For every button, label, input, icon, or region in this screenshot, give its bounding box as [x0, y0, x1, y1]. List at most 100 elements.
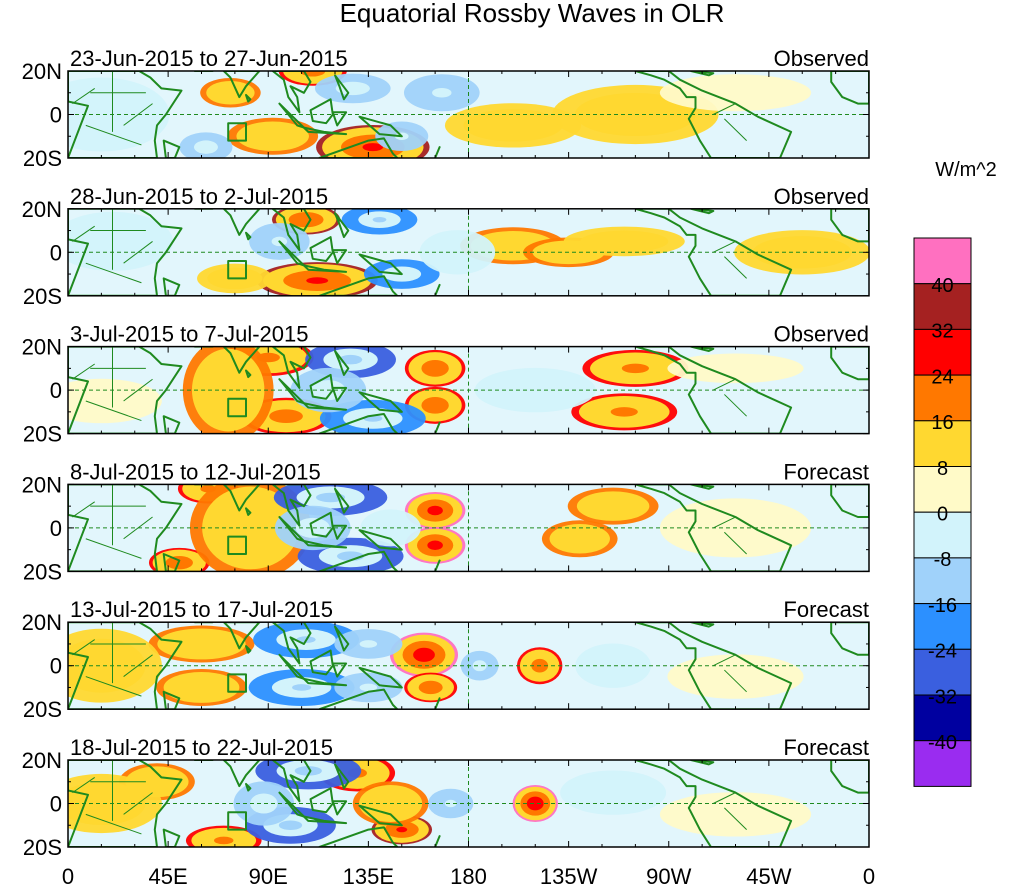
panel-period: 8-Jul-2015 to 12-Jul-2015	[70, 459, 321, 484]
longitude-tick-label: 0	[863, 864, 875, 889]
coastline	[334, 74, 350, 101]
coastline	[162, 415, 181, 434]
colorbar-label: 8	[937, 458, 948, 480]
coastline	[358, 804, 403, 827]
coastline	[245, 369, 252, 379]
latitude-label: 20N	[22, 748, 62, 773]
latitude-label: 20S	[23, 697, 62, 722]
coastline	[830, 622, 869, 656]
panel-status: Forecast	[783, 735, 869, 760]
chart-title: Equatorial Rossby Waves in OLR	[340, 0, 725, 28]
panel-status: Observed	[774, 184, 869, 209]
coastline	[358, 391, 403, 413]
anomaly-contour	[359, 683, 378, 692]
latitude-label: 0	[50, 516, 62, 541]
country-border	[72, 639, 95, 656]
coastline	[245, 507, 252, 516]
latitude-label: 20N	[22, 197, 62, 222]
coastline	[318, 550, 399, 572]
colorbar-label: -32	[928, 686, 957, 708]
country-border	[724, 118, 747, 141]
coastline	[271, 208, 312, 252]
country-border	[724, 394, 747, 417]
coastline	[162, 553, 181, 572]
anomaly-contour	[362, 143, 384, 152]
coastline	[245, 93, 252, 103]
latitude-label: 20S	[23, 559, 62, 584]
coastline	[309, 236, 334, 262]
panel-period: 13-Jul-2015 to 17-Jul-2015	[70, 597, 333, 622]
colorbar-label: 16	[931, 412, 953, 434]
anomaly-contour	[206, 80, 255, 105]
anomaly-contour	[472, 660, 487, 672]
colorbar-swatch	[913, 374, 972, 422]
anomaly-field	[68, 71, 812, 158]
coastlines	[68, 622, 869, 710]
latitude-label: 20S	[23, 422, 62, 447]
longitude-tick-label: 180	[450, 864, 487, 889]
coastline	[162, 139, 181, 158]
colorbar-label: 0	[937, 504, 948, 526]
coastlines	[68, 71, 869, 158]
coastline	[68, 346, 183, 434]
colorbar-swatch	[913, 237, 972, 285]
map-panel: 20N 0 20S 13-Jul-2015 to 17-Jul-2015 Forecas…	[22, 597, 870, 722]
anomaly-contour	[463, 109, 563, 142]
country-border	[85, 124, 142, 146]
anomaly-contour	[427, 540, 443, 551]
anomaly-contour	[444, 799, 457, 808]
coastline	[245, 782, 252, 792]
coastline	[302, 540, 348, 549]
coastline	[634, 760, 793, 847]
colorbar-units: W/m^2	[935, 159, 997, 181]
lake-outline	[227, 122, 247, 142]
longitude-tick-label: 45W	[746, 864, 791, 889]
panel-status: Forecast	[783, 459, 869, 484]
country-border	[724, 256, 747, 279]
coastline	[634, 622, 793, 710]
anomaly-contour	[413, 647, 435, 662]
coastline	[271, 346, 312, 389]
coastline	[318, 688, 399, 710]
country-border	[713, 378, 736, 391]
coastline	[162, 828, 181, 847]
coastlines	[68, 760, 869, 847]
panel-period: 23-Jun-2015 to 27-Jun-2015	[70, 46, 348, 71]
anomaly-contour	[418, 680, 443, 695]
coastline	[68, 760, 183, 847]
panel-status: Observed	[774, 322, 869, 347]
coastline	[271, 622, 312, 665]
colorbar-swatch	[913, 283, 972, 330]
latitude-label: 20S	[23, 146, 62, 171]
latitude-label: 0	[50, 378, 62, 403]
map-panel: 20N 0 20S 3-Jul-2015 to 7-Jul-2015 Observed	[22, 322, 870, 447]
coastline	[271, 760, 312, 803]
anomaly-contour	[427, 505, 443, 516]
anomaly-contour	[338, 354, 363, 365]
coastline	[434, 559, 441, 572]
latitude-label: 20N	[22, 59, 62, 84]
country-border	[85, 676, 142, 697]
coastline	[830, 760, 869, 794]
anomaly-contour	[432, 88, 452, 98]
lake-outline	[227, 397, 247, 418]
country-border	[713, 792, 736, 804]
colorbar-swatch	[913, 694, 972, 742]
anomaly-field	[68, 208, 869, 296]
coastline	[222, 208, 261, 236]
anomaly-contour	[306, 277, 329, 284]
coastline	[830, 346, 869, 381]
country-border	[85, 813, 142, 835]
coastline	[334, 763, 350, 790]
anomaly-contour	[294, 766, 322, 776]
coastline	[331, 662, 348, 678]
panel-period: 18-Jul-2015 to 22-Jul-2015	[70, 735, 333, 760]
country-border	[713, 240, 736, 253]
anomaly-contour	[659, 74, 812, 112]
longitude-axis: 0 45E 90E 135E 180 135W 90W 45W 0	[62, 864, 875, 889]
coastline	[331, 524, 348, 540]
coastline	[358, 253, 403, 276]
colorbar-label: 32	[931, 321, 953, 343]
anomaly-contour	[421, 396, 449, 414]
anomaly-contour	[575, 643, 651, 688]
